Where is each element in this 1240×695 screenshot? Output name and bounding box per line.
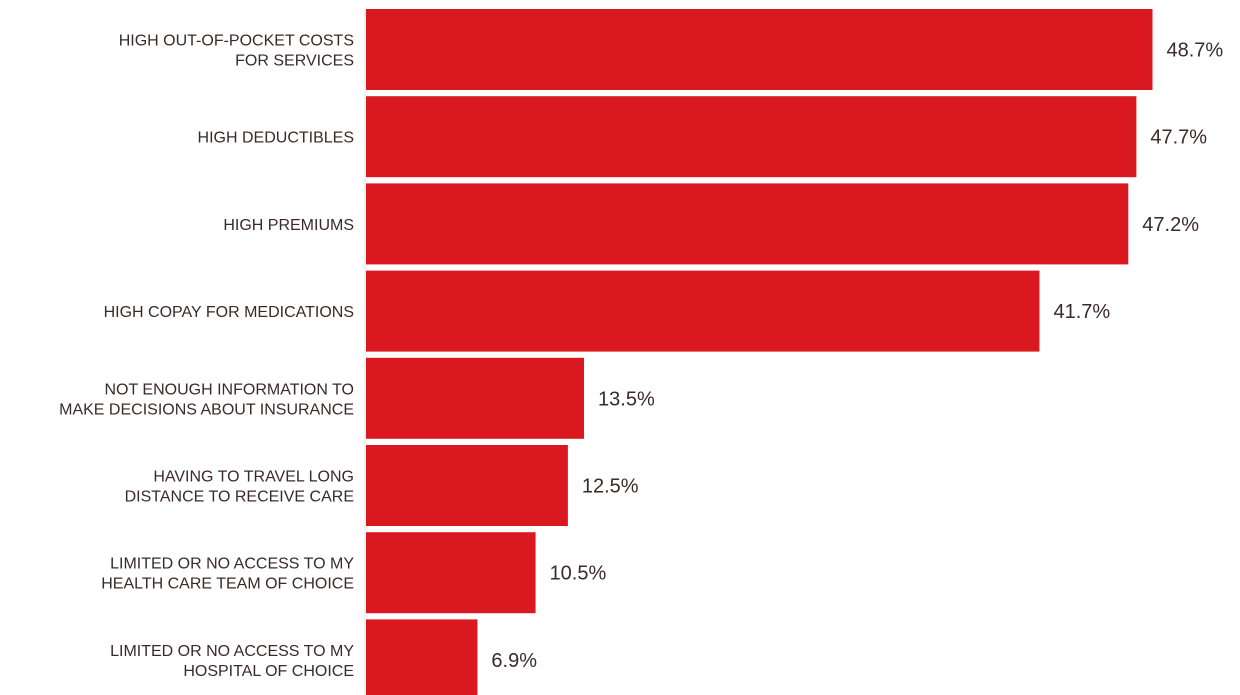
bar (366, 9, 1153, 90)
value-label: 12.5% (582, 476, 639, 498)
category-label-line: FOR SERVICES (235, 53, 354, 70)
bar (366, 445, 568, 526)
category-label-line: HIGH PREMIUMS (223, 217, 354, 234)
value-label: 41.7% (1053, 301, 1110, 323)
category-label-line: HOSPITAL OF CHOICE (183, 663, 354, 680)
category-label-line: LIMITED OR NO ACCESS TO MY (110, 643, 354, 660)
value-label: 10.5% (550, 563, 607, 585)
value-label: 48.7% (1167, 40, 1224, 62)
value-label: 6.9% (491, 650, 537, 672)
category-label: HIGH OUT-OF-POCKET COSTS FOR SERVICES (119, 33, 354, 70)
value-labels-group: 48.7% 47.7% 47.2% 41.7% 13.5% 12.5% 10.5% 6.9% (491, 40, 1223, 672)
category-label: HIGH PREMIUMS (223, 217, 354, 234)
category-label-line: DISTANCE TO RECEIVE CARE (125, 489, 354, 506)
category-label: LIMITED OR NO ACCESS TO MY HEALTH CARE TE… (101, 556, 354, 593)
bar (366, 183, 1129, 265)
category-label-line: NOT ENOUGH INFORMATION TO (105, 381, 355, 398)
bar (366, 270, 1040, 352)
category-label-line: HIGH DEDUCTIBLES (198, 130, 354, 147)
category-label-line: HEALTH CARE TEAM OF CHOICE (101, 576, 354, 593)
category-label-line: HIGH COPAY FOR MEDICATIONS (104, 304, 354, 321)
category-label-line: HIGH OUT-OF-POCKET COSTS (119, 33, 354, 50)
value-label: 47.7% (1150, 127, 1207, 149)
category-labels-group: HIGH OUT-OF-POCKET COSTS FOR SERVICESHIGH… (59, 33, 354, 680)
bar (366, 357, 585, 439)
category-label: HIGH COPAY FOR MEDICATIONS (104, 304, 354, 321)
value-label: 47.2% (1142, 214, 1199, 236)
bar (366, 619, 478, 695)
bars-group (366, 9, 1153, 695)
category-label-line: LIMITED OR NO ACCESS TO MY (110, 556, 354, 573)
category-label: LIMITED OR NO ACCESS TO MY HOSPITAL OF CH… (110, 643, 354, 680)
category-label-line: MAKE DECISIONS ABOUT INSURANCE (59, 401, 354, 418)
value-label: 13.5% (598, 388, 655, 410)
category-label: HIGH DEDUCTIBLES (198, 130, 354, 147)
bar (366, 532, 536, 614)
category-label: NOT ENOUGH INFORMATION TO MAKE DECISIONS … (59, 381, 354, 418)
category-label-line: HAVING TO TRAVEL LONG (153, 469, 354, 486)
bar (366, 96, 1137, 178)
category-label: HAVING TO TRAVEL LONG DISTANCE TO RECEIVE… (125, 469, 354, 506)
